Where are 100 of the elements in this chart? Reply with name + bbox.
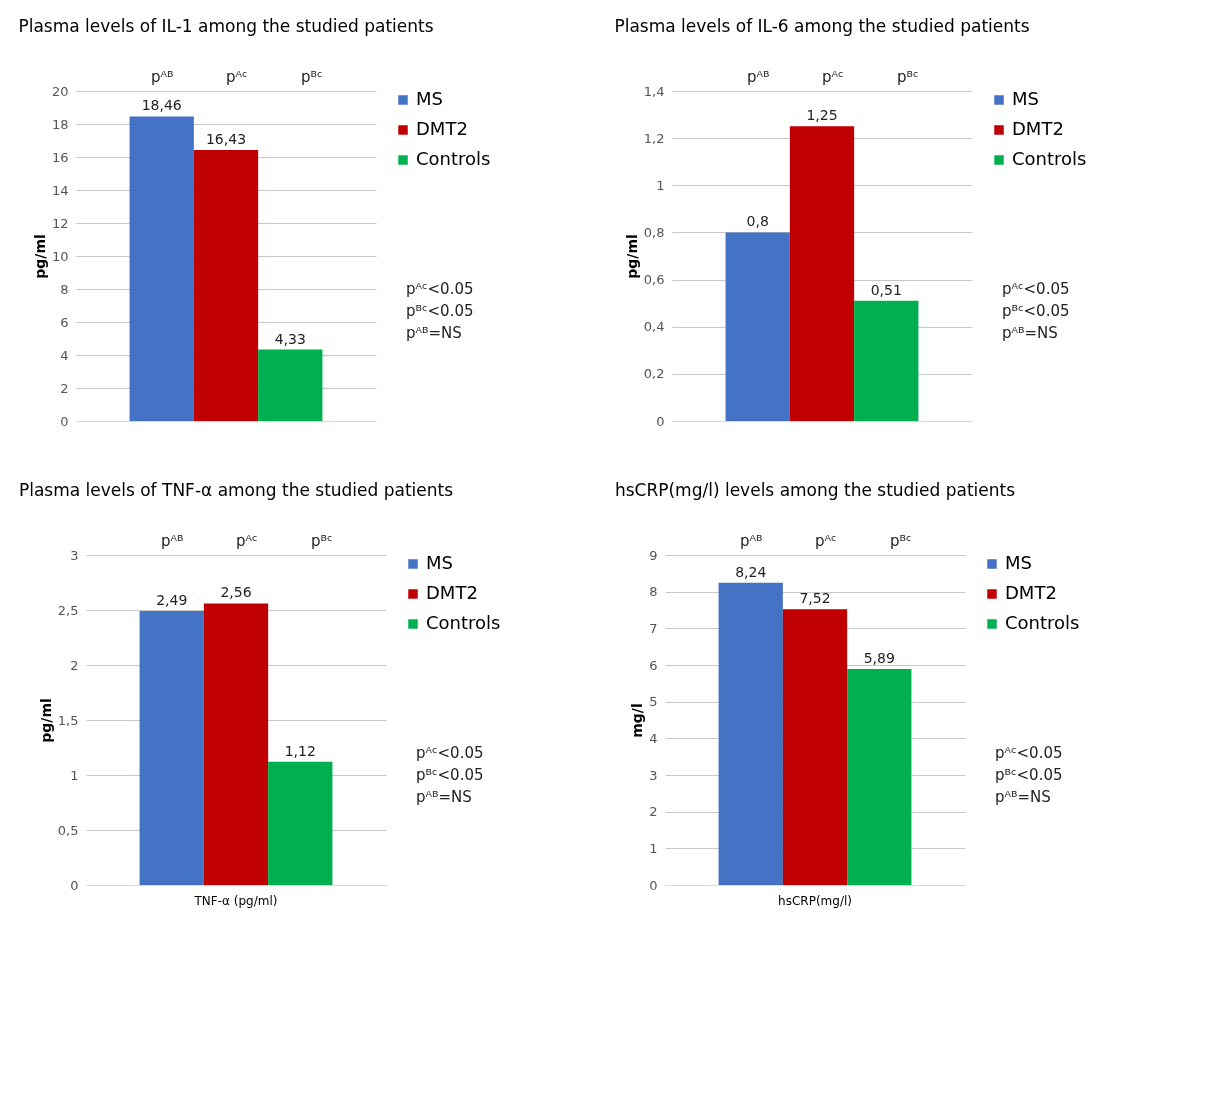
text: pᴬᶜ<0.05	[416, 744, 484, 762]
text: pᴬᴮ	[151, 68, 174, 86]
y-tick-label: 1,5	[57, 712, 79, 728]
text: pᴮᶜ	[301, 68, 323, 86]
text: pᴮᶜ<0.05	[995, 766, 1063, 784]
y-tick-label: 6	[649, 657, 658, 673]
data-label: 1,25	[806, 107, 838, 124]
y-tick-label: 10	[51, 248, 69, 264]
legend-label: DMT2	[416, 118, 468, 139]
y-tick-label: 0,5	[57, 822, 79, 838]
y-tick-label: 0,8	[643, 224, 665, 240]
legend-label: Controls	[426, 612, 501, 633]
y-tick-label: 3	[70, 547, 79, 563]
y-tick-label: 2	[649, 804, 658, 820]
data-label: 0,51	[870, 281, 902, 298]
chart-title: Plasma levels of IL-6 among the studied patients	[614, 16, 1030, 36]
text: pᴬᴮ	[740, 532, 763, 550]
y-tick-label: 7	[649, 620, 658, 636]
data-label: 16,43	[205, 130, 247, 147]
text: pᴬᶜ	[236, 532, 258, 550]
data-label: 0,8	[746, 213, 769, 230]
y-tick-label: 9	[649, 547, 658, 563]
text: pᴬᴮ	[747, 68, 770, 86]
legend-label: MS	[416, 88, 443, 109]
y-tick-label: 0,4	[643, 319, 665, 335]
y-axis-title: pg/ml	[623, 234, 640, 279]
text: pᴬᶜ<0.05	[406, 280, 474, 298]
legend-label: Controls	[416, 148, 491, 169]
y-tick-label: 2,5	[57, 602, 79, 618]
y-axis-title: pg/ml	[31, 234, 48, 279]
text: pᴮᶜ<0.05	[406, 302, 474, 320]
chart-title: Plasma levels of TNF-α among the studied patients	[18, 480, 454, 500]
x-tick-label: hsCRP(mg/l)	[778, 893, 852, 908]
text: pᴬᴮ=NS	[406, 324, 462, 342]
y-tick-label: 0	[656, 413, 665, 429]
chart-title: hsCRP(mg/l) levels among the studied patients	[614, 480, 1016, 500]
y-tick-label: 6	[60, 314, 69, 330]
text: pᴮᶜ	[890, 532, 912, 550]
y-tick-label: 0,6	[643, 272, 665, 288]
y-axis-title: pg/ml	[37, 698, 54, 743]
bar	[725, 232, 790, 421]
y-tick-label: 0,2	[643, 366, 665, 382]
text: pᴬᴮ=NS	[995, 788, 1051, 806]
y-tick-label: 3	[649, 767, 658, 783]
text: pᴬᶜ	[815, 532, 837, 550]
legend-label: DMT2	[426, 582, 478, 603]
text: pᴬᴮ=NS	[416, 788, 472, 806]
y-tick-label: 1	[649, 840, 658, 856]
bar	[258, 349, 323, 421]
y-tick-label: 8	[649, 584, 658, 600]
data-label: 4,33	[274, 330, 306, 347]
legend-label: Controls	[1012, 148, 1087, 169]
text: pᴬᶜ	[226, 68, 248, 86]
y-tick-label: 16	[51, 149, 69, 165]
data-label: 1,12	[284, 742, 316, 759]
data-label: 2,56	[220, 584, 252, 601]
bar	[782, 609, 848, 885]
y-tick-label: 8	[60, 281, 69, 297]
y-tick-label: 0	[60, 413, 69, 429]
bar	[268, 761, 333, 885]
data-label: 18,46	[141, 97, 182, 114]
legend-label: DMT2	[1005, 582, 1057, 603]
text: pᴬᶜ<0.05	[1002, 280, 1070, 298]
y-axis-title: mg/l	[629, 703, 646, 738]
bar	[139, 611, 204, 885]
bar	[129, 116, 194, 421]
chart-title: Plasma levels of IL-1 among the studied patients	[18, 16, 434, 36]
y-tick-label: 2	[70, 657, 79, 673]
data-label: 8,24	[735, 563, 767, 580]
x-tick-label: TNF-α (pg/ml)	[193, 893, 278, 908]
y-tick-label: 0	[70, 877, 79, 893]
y-tick-label: 1	[70, 767, 79, 783]
data-label: 7,52	[799, 590, 831, 607]
text: pᴮᶜ	[311, 532, 333, 550]
data-label: 5,89	[863, 650, 895, 667]
legend-label: MS	[426, 552, 453, 573]
text: pᴬᴮ=NS	[1002, 324, 1058, 342]
legend-label: Controls	[1005, 612, 1080, 633]
text: pᴬᴮ	[161, 532, 184, 550]
bar	[203, 603, 269, 885]
bar	[854, 300, 919, 421]
text: pᴬᶜ<0.05	[995, 744, 1063, 762]
bar	[718, 582, 783, 885]
y-tick-label: 18	[51, 116, 69, 132]
y-tick-label: 1,2	[643, 130, 665, 146]
y-tick-label: 0	[649, 877, 658, 893]
y-tick-label: 1,4	[643, 83, 665, 99]
y-tick-label: 12	[51, 215, 69, 231]
y-tick-label: 2	[60, 380, 69, 396]
data-label: 2,49	[156, 592, 188, 609]
text: pᴮᶜ<0.05	[416, 766, 484, 784]
y-tick-label: 5	[649, 694, 658, 710]
legend-label: MS	[1012, 88, 1039, 109]
y-tick-label: 1	[656, 177, 665, 193]
text: pᴮᶜ	[897, 68, 919, 86]
y-tick-label: 14	[51, 182, 69, 198]
bar	[193, 149, 259, 421]
legend-label: MS	[1005, 552, 1032, 573]
bar	[789, 126, 855, 421]
legend-label: DMT2	[1012, 118, 1064, 139]
